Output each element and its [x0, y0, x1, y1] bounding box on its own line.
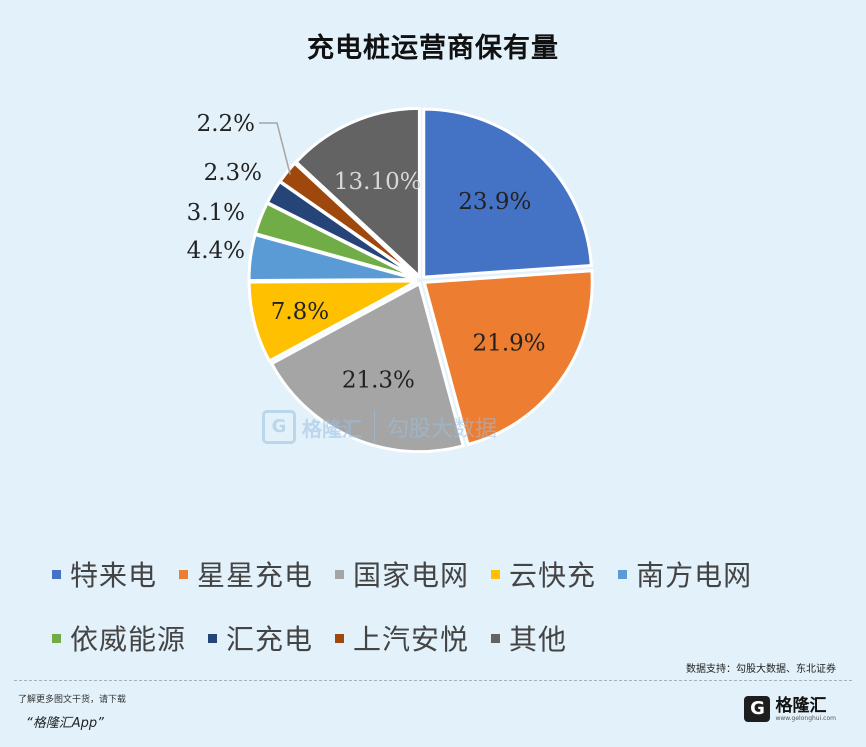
logo-domain: www.gelonghui.com [775, 714, 836, 722]
data-label-依威能源: 3.1% [187, 200, 245, 226]
legend-swatch [335, 633, 345, 643]
legend-item-汇充电: 汇充电 [208, 618, 313, 658]
data-label-汇充电: 2.3% [204, 160, 262, 186]
logo-icon: G [744, 696, 771, 722]
legend-row: 特来电 星星充电 国家电网 云快充 南方电网 [52, 552, 832, 596]
watermark-brand: 格隆汇 [302, 416, 362, 441]
watermark: G 格隆汇 勾股大数据 [262, 410, 497, 444]
legend-item-特来电: 特来电 [52, 554, 157, 594]
legend-swatch [491, 633, 501, 643]
legend-item-其他: 其他 [491, 618, 567, 658]
watermark-source: 勾股大数据 [387, 417, 498, 442]
legend-swatch [179, 569, 189, 579]
data-label-星星充电: 21.9% [473, 331, 546, 357]
legend-item-云快充: 云快充 [491, 554, 596, 594]
watermark-logo-icon: G [262, 410, 296, 444]
legend-item-上汽安悦: 上汽安悦 [335, 618, 469, 658]
watermark-separator [374, 410, 375, 444]
legend-label: 星星充电 [197, 559, 314, 592]
legend-item-依威能源: 依威能源 [52, 618, 186, 658]
legend-item-星星充电: 星星充电 [179, 554, 313, 594]
chart-title: 充电桩运营商保有量 [307, 33, 559, 64]
data-label-国家电网: 21.3% [342, 367, 415, 393]
data-label-上汽安悦: 2.2% [197, 111, 255, 137]
legend-swatch [208, 633, 218, 643]
data-label-其他: 13.10% [334, 169, 422, 195]
pie-slice-星星充电 [422, 269, 594, 447]
legend-label: 其他 [509, 623, 568, 656]
legend-label: 上汽安悦 [353, 623, 470, 656]
legend-item-南方电网: 南方电网 [618, 554, 752, 594]
footer-divider [14, 680, 852, 681]
promo-app-name: “格隆汇App” [26, 716, 104, 731]
source-note: 数据支持：勾股大数据、东北证券 [686, 664, 836, 675]
legend-label: 汇充电 [226, 623, 314, 656]
pie-slice-特来电 [422, 107, 593, 279]
pie-slice-其他 [294, 106, 421, 280]
legend-swatch [52, 633, 61, 643]
legend-label: 云快充 [509, 559, 597, 592]
legend-swatch [335, 569, 345, 579]
legend-row: 依威能源 汇充电 上汽安悦 其他 [52, 616, 832, 660]
legend-label: 特来电 [70, 559, 158, 592]
leader-line [259, 122, 291, 175]
legend-label: 南方电网 [636, 559, 753, 592]
legend-swatch [491, 569, 501, 579]
pie-slice-国家电网 [269, 281, 466, 454]
data-label-云快充: 7.8% [271, 299, 329, 325]
pie-slice-上汽安悦 [278, 161, 419, 279]
legend-label: 国家电网 [353, 559, 470, 592]
data-label-南方电网: 4.4% [187, 238, 245, 264]
legend-swatch [618, 569, 628, 579]
legend-label: 依威能源 [70, 623, 187, 656]
pie-slice-云快充 [247, 279, 418, 364]
logo-name: 格隆汇 [775, 695, 827, 716]
chart-legend: 特来电 星星充电 国家电网 云快充 南方电网依威能源 汇充电 上汽安悦 其他 [52, 552, 832, 680]
data-label-特来电: 23.9% [458, 189, 531, 215]
pie-chart: 23.9% 21.9% 21.3% 7.8% 4.4% 3.1% 2.3% 2.2% 13.10… [187, 106, 594, 454]
legend-swatch [52, 569, 61, 579]
legend-item-国家电网: 国家电网 [335, 554, 469, 594]
brand-logo: G 格隆汇 www.gelonghui.com [744, 696, 836, 722]
promo-text: 了解更多图文干货，请下载 [18, 695, 127, 705]
